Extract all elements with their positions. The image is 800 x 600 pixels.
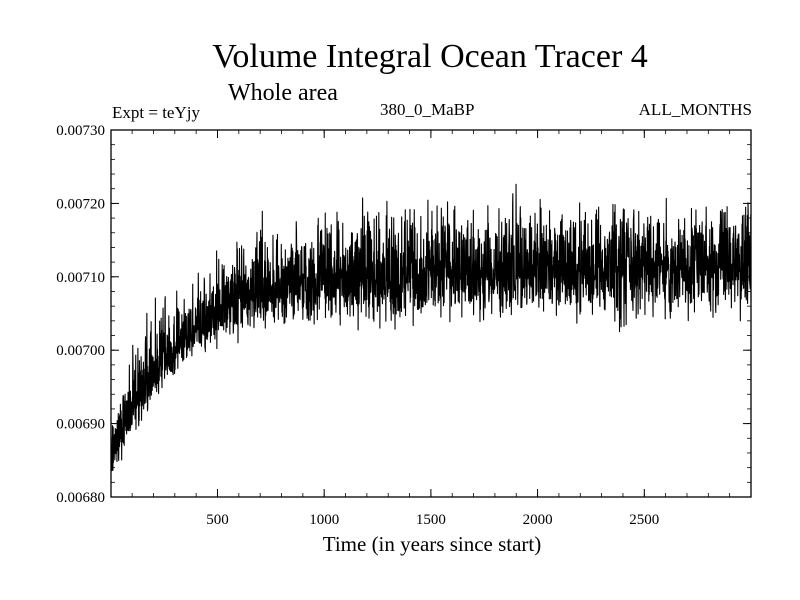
months-label: ALL_MONTHS [638,100,752,119]
experiment-label: Expt = teYjy [112,103,200,122]
y-tick-label: 0.00730 [56,123,105,139]
y-tick-label: 0.00700 [56,343,105,359]
x-tick-label: 2000 [523,512,553,528]
x-axis-label: Time (in years since start) [323,532,542,556]
period-label: 380_0_MaBP [380,100,475,119]
x-tick-label: 1500 [416,512,446,528]
series-line [110,183,752,472]
axes-layer: 0.00680 0.00690 0.00700 0.00710 0.00720 0.007… [56,123,752,528]
y-tick-label: 0.00720 [56,196,105,212]
chart-subtitle: Whole area [228,80,338,106]
y-tick-label: 0.00710 [56,270,105,286]
y-tick-label: 0.00690 [56,417,105,433]
y-tick-label: 0.00680 [56,490,105,506]
series-layer [110,183,752,472]
chart-title: Volume Integral Ocean Tracer 4 [212,38,648,75]
x-tick-label: 500 [206,512,229,528]
x-tick-label: 2500 [629,512,659,528]
x-tick-label: 1000 [309,512,339,528]
